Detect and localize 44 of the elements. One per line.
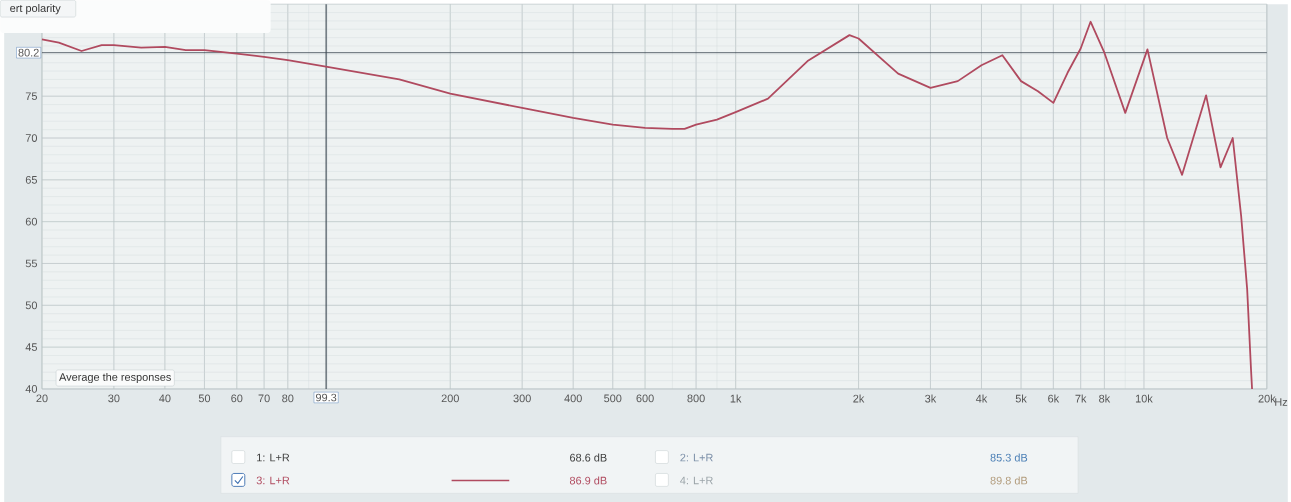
y-tick-label: 50 [25,301,38,310]
x-tick-label: 4k [975,394,988,403]
x-tick-label: 3k [925,394,937,403]
y-tick-label: 55 [25,259,37,268]
x-tick-label: 40 [159,394,171,403]
x-tick-label: 80 [282,394,294,403]
x-tick-label: 500 [604,394,622,403]
x-tick-label: 400 [564,394,582,403]
text: 2: L+R [680,453,713,462]
text: 68.6 dB [570,453,607,462]
x-tick-label: 50 [198,394,211,403]
x-axis-title: Hz [1275,398,1288,406]
y-tick-label: 45 [25,343,37,351]
text: 1: L+R [257,453,290,462]
x-tick-label: 20 [36,394,48,403]
x-tick-label: 2k [853,394,865,403]
ref-line-label: 99.3 [315,393,337,402]
text: 85.3 dB [990,453,1028,462]
x-tick-label: 20k [1258,394,1276,403]
x-tick-label: 7k [1075,394,1087,403]
x-tick-label: 6k [1048,394,1060,403]
x-tick-label: 600 [636,394,654,403]
text: 4: L+R [680,476,713,485]
y-tick-label: 40 [25,384,38,393]
x-tick-label: 800 [687,394,705,403]
x-tick-label: 60 [231,394,243,403]
x-tick-label: 8k [1099,394,1111,403]
annotation: ert polarity [10,3,61,15]
x-tick-label: 10k [1135,394,1153,403]
x-tick-label: 30 [108,394,120,403]
ref-line-label: 80.2 [18,48,39,57]
x-tick-label: 70 [258,394,270,403]
x-tick-label: 1k [730,394,742,403]
y-tick-label: 75 [25,92,37,100]
y-tick-label: 70 [25,134,38,142]
annotation: Average the responses [59,372,171,383]
x-tick-label: 200 [441,394,459,403]
text: 3: L+R [256,476,290,485]
x-tick-label: 5k [1015,394,1027,403]
text: 86.9 dB [569,476,607,485]
y-tick-label: 60 [25,217,38,226]
text: 89.8 dB [990,476,1028,485]
y-tick-label: 65 [25,175,37,184]
x-tick-label: 300 [513,394,531,403]
